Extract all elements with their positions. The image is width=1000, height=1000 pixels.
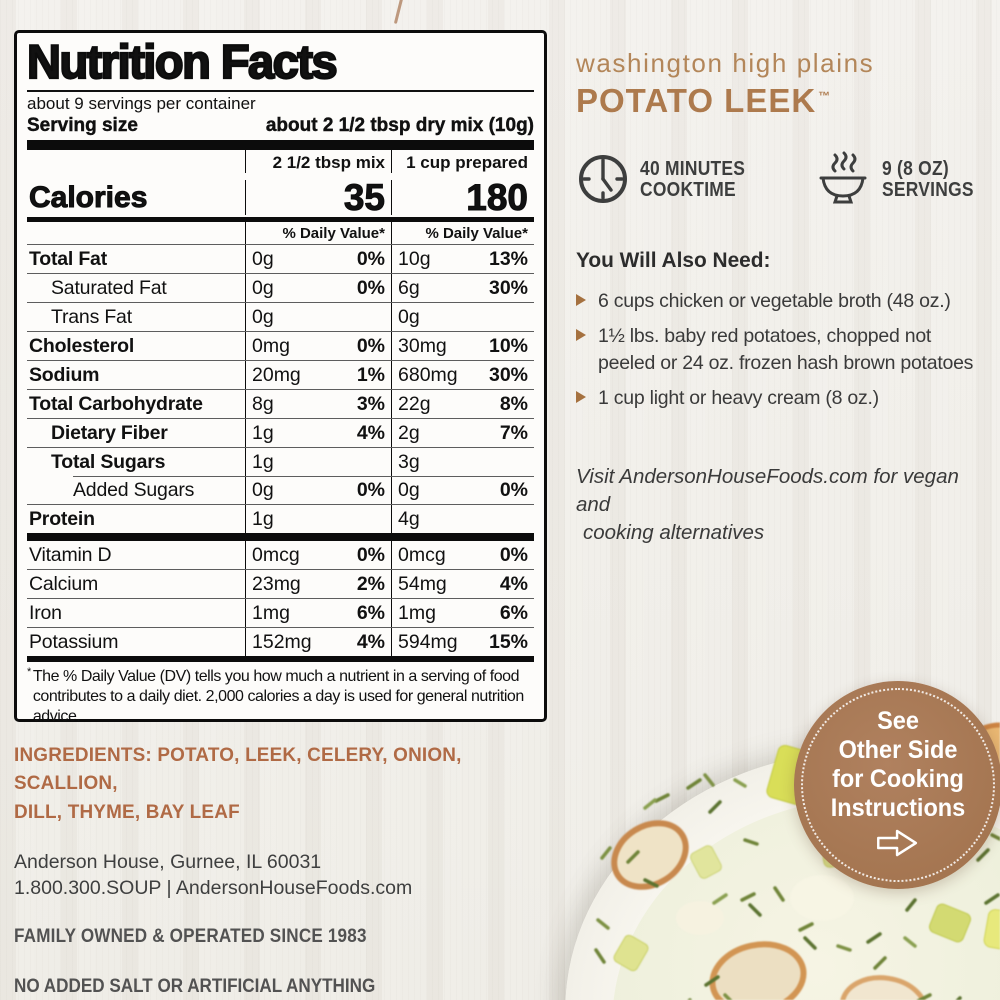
also-need-heading: You Will Also Need: — [576, 248, 771, 272]
company-address: Anderson House, Gurnee, IL 60031 — [14, 850, 322, 873]
calories-prepared-value: 180 — [391, 179, 534, 217]
column-header-row: 2 1/2 tbsp mix 1 cup prepared — [27, 150, 534, 174]
nutrient-row: Protein 1g 4g — [27, 504, 534, 534]
vitamin-row: Iron 1mg 6% 1mg 6% — [27, 598, 534, 628]
calories-row: Calories 35 180 — [27, 173, 534, 217]
cooktime-caption: 40 MINUTES COOKTIME — [640, 156, 746, 201]
trademark-symbol: ™ — [818, 89, 832, 103]
bullet-triangle-icon — [576, 390, 586, 403]
vitamin-row: Potassium 152mg 4% 594mg 15% — [27, 627, 534, 657]
calories-mix-value: 35 — [245, 179, 391, 217]
daily-value-header-row: % Daily Value* % Daily Value* — [27, 222, 534, 245]
daily-value-header-prepared: % Daily Value* — [391, 222, 534, 245]
product-name: POTATO LEEK ™ — [576, 82, 832, 119]
nutrition-facts-panel: Nutrition Facts about 9 servings per con… — [14, 30, 547, 725]
column-header-prepared: 1 cup prepared — [391, 150, 534, 174]
brand-info-column: washington high plains POTATO LEEK ™ 40 M… — [576, 48, 990, 546]
company-contact: 1.800.300.SOUP | AndersonHouseFoods.com — [14, 877, 413, 900]
clock-icon — [579, 155, 627, 203]
seal-text: See Other Side for Cooking Instructions — [800, 681, 996, 866]
nutrient-row: Total Fat 0g 0% 10g 13% — [27, 244, 534, 274]
website-note: Visit AndersonHouseFoods.com for vegan a… — [576, 465, 959, 544]
nutrient-row: Added Sugars 0g 0% 0g 0% — [27, 476, 534, 505]
cooking-instructions-seal: See Other Side for Cooking Instructions — [794, 681, 1000, 889]
claims-block: NO ADDED SALT OR ARTIFICIAL ANYTHING THI… — [14, 973, 505, 1000]
servings-per-container: about 9 servings per container — [27, 93, 256, 113]
vitamin-row: Calcium 23mg 2% 54mg 4% — [27, 569, 534, 599]
divider — [27, 89, 534, 92]
thick-divider — [27, 140, 534, 151]
thick-divider — [27, 656, 534, 663]
seal-dotted-ring — [801, 688, 995, 882]
nutrition-facts-title: Nutrition Facts — [26, 35, 339, 88]
bullet-triangle-icon — [576, 329, 586, 342]
servings-badge: 9 (8 OZ) SERVINGS — [814, 151, 990, 207]
right-arrow-icon — [877, 829, 918, 857]
list-item: 6 cups chicken or vegetable broth (48 oz… — [576, 288, 990, 314]
daily-value-footnote: * The % Daily Value (DV) tells you how m… — [27, 666, 524, 726]
company-address-block: Anderson House, Gurnee, IL 60031 1.800.3… — [14, 849, 559, 902]
info-badges-row: 40 MINUTES COOKTIME 9 (8 OZ) — [576, 151, 990, 207]
brand-region: washington high plains — [576, 48, 875, 78]
serving-size-label: Serving size — [27, 115, 138, 137]
list-item: 1½ lbs. baby red potatoes, chopped not p… — [576, 323, 990, 376]
ingredients-list: INGREDIENTS: POTATO, LEEK, CELERY, ONION… — [14, 744, 462, 823]
family-owned-line: FAMILY OWNED & OPERATED SINCE 1983 — [14, 926, 367, 948]
list-item: 1 cup light or heavy cream (8 oz.) — [576, 385, 990, 411]
thick-divider — [27, 533, 534, 542]
no-added-salt-line: NO ADDED SALT OR ARTIFICIAL ANYTHING — [14, 976, 376, 998]
bullet-triangle-icon — [576, 294, 586, 306]
nutrient-row: Sodium 20mg 1% 680mg 30% — [27, 360, 534, 390]
serving-size-value: about 2 1/2 tbsp dry mix (10g) — [265, 115, 535, 137]
nutrient-row: Trans Fat 0g 0g — [27, 302, 534, 332]
cooktime-badge: 40 MINUTES COOKTIME — [576, 152, 764, 206]
steam-bowl-icon — [819, 151, 867, 204]
daily-value-header-mix: % Daily Value* — [245, 222, 391, 245]
also-need-list: 6 cups chicken or vegetable broth (48 oz… — [576, 288, 990, 411]
wood-scratch-decoration — [393, 0, 404, 24]
medium-divider — [27, 217, 534, 223]
nutrient-row: Saturated Fat 0g 0% 6g 30% — [27, 273, 534, 303]
nutrient-row: Dietary Fiber 1g 4% 2g 7% — [27, 418, 534, 448]
footer-info: INGREDIENTS: POTATO, LEEK, CELERY, ONION… — [14, 741, 559, 1000]
nutrient-row: Total Carbohydrate 8g 3% 22g 8% — [27, 389, 534, 419]
column-header-mix: 2 1/2 tbsp mix — [245, 150, 391, 174]
vitamin-row: Vitamin D 0mcg 0% 0mcg 0% — [27, 541, 534, 570]
nutrient-row: Total Sugars 1g 3g — [27, 447, 534, 477]
calories-label: Calories — [29, 181, 148, 215]
nutrient-row: Cholesterol 0mg 0% 30mg 10% — [27, 331, 534, 361]
servings-caption: 9 (8 OZ) SERVINGS — [881, 156, 974, 201]
serving-size-row: Serving size about 2 1/2 tbsp dry mix (1… — [27, 115, 534, 137]
